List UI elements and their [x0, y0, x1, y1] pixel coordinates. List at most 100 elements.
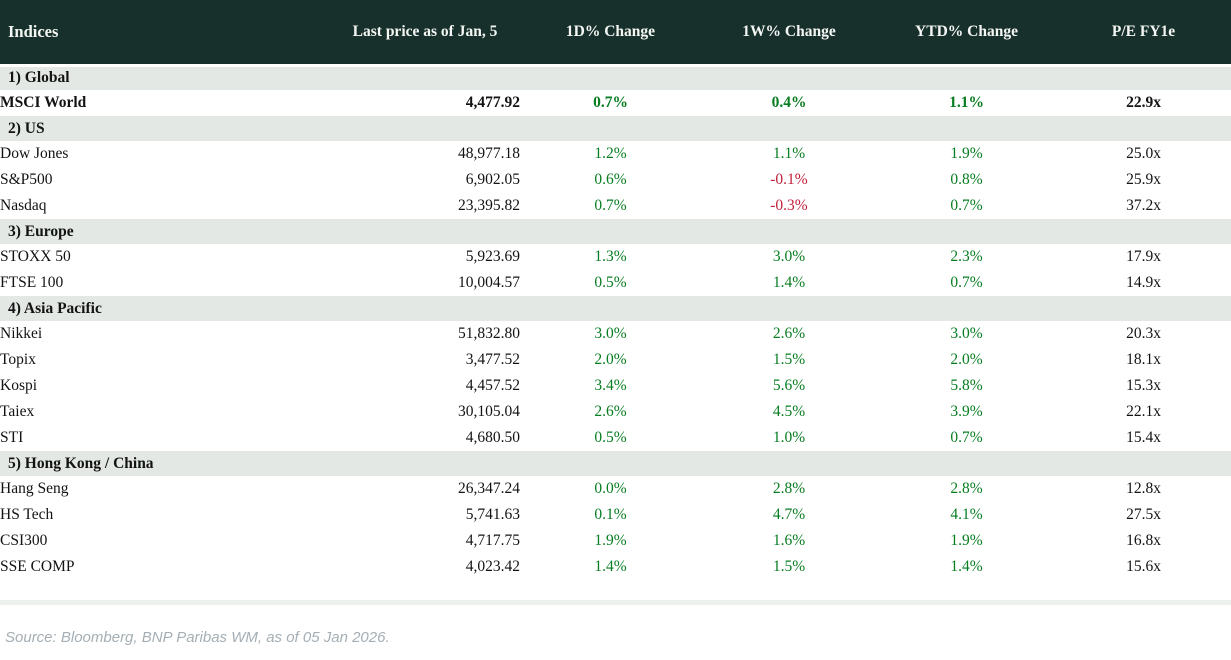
index-row: Nikkei 51,832.80 3.0% 2.6% 3.0% 20.3x [0, 321, 1231, 347]
1w-change: 4.5% [772, 403, 806, 420]
column-header-last-price: Last price as of Jan, 5 [330, 0, 520, 67]
index-row: Hang Seng 26,347.24 0.0% 2.8% 2.8% 12.8x [0, 476, 1231, 502]
1d-change: 2.6% [594, 403, 627, 420]
ytd-change: 1.9% [950, 532, 983, 549]
pe-ratio: 25.9x [1126, 171, 1161, 188]
last-price: 4,023.42 [465, 558, 520, 575]
column-header-indices: Indices [0, 0, 330, 67]
ytd-change: 0.7% [950, 429, 983, 446]
last-price: 51,832.80 [458, 325, 520, 342]
1w-change: 1.5% [772, 351, 806, 368]
1w-change: 1.5% [772, 558, 806, 575]
1w-change: 3.0% [772, 248, 806, 265]
1d-change: 1.2% [594, 145, 627, 162]
last-price: 4,477.92 [465, 94, 520, 111]
last-price: 4,680.50 [465, 429, 520, 446]
1d-change: 3.4% [594, 377, 627, 394]
index-name: Dow Jones [0, 145, 69, 162]
last-price: 3,477.52 [465, 351, 520, 368]
section-label: 2) US [0, 116, 1231, 141]
1d-change: 0.0% [594, 480, 627, 497]
1d-change: 1.3% [594, 248, 627, 265]
section-row: 2) US [0, 116, 1231, 141]
ytd-change: 1.4% [950, 558, 983, 575]
index-name: HS Tech [0, 506, 54, 523]
pe-ratio: 27.5x [1126, 506, 1161, 523]
column-header-ytd-change: YTD% Change [877, 0, 1056, 67]
pe-ratio: 20.3x [1126, 325, 1161, 342]
pe-ratio: 22.1x [1126, 403, 1161, 420]
index-row: HS Tech 5,741.63 0.1% 4.7% 4.1% 27.5x [0, 502, 1231, 528]
1d-change: 0.7% [594, 197, 627, 214]
pe-ratio: 15.4x [1126, 429, 1161, 446]
pe-ratio: 14.9x [1126, 274, 1161, 291]
index-name: CSI300 [0, 532, 48, 549]
index-name: Nasdaq [0, 197, 47, 214]
section-label: 1) Global [0, 65, 1231, 90]
1d-change: 0.5% [594, 274, 627, 291]
index-row: CSI300 4,717.75 1.9% 1.6% 1.9% 16.8x [0, 528, 1231, 554]
1w-change: 5.6% [772, 377, 806, 394]
1w-change: 1.4% [772, 274, 806, 291]
index-row: FTSE 100 10,004.57 0.5% 1.4% 0.7% 14.9x [0, 270, 1231, 296]
pe-ratio: 37.2x [1126, 197, 1161, 214]
column-header-1w-change: 1W% Change [701, 0, 877, 67]
ytd-change: 0.7% [950, 274, 983, 291]
ytd-change: 1.1% [949, 94, 984, 111]
section-row: 3) Europe [0, 219, 1231, 244]
ytd-change: 2.0% [950, 351, 983, 368]
column-header-1d-change: 1D% Change [520, 0, 701, 67]
index-name: Nikkei [0, 325, 43, 342]
last-price: 26,347.24 [458, 480, 520, 497]
last-price: 6,902.05 [465, 171, 520, 188]
section-row: 5) Hong Kong / China [0, 451, 1231, 476]
section-row: 1) Global [0, 65, 1231, 90]
1w-change: 0.4% [771, 94, 807, 111]
1w-change: 2.6% [772, 325, 806, 342]
1w-change: 1.1% [772, 145, 806, 162]
ytd-change: 2.3% [950, 248, 983, 265]
1w-change: 4.7% [772, 506, 806, 523]
last-price: 4,717.75 [465, 532, 520, 549]
section-label: 5) Hong Kong / China [0, 451, 1231, 476]
1w-change: 2.8% [772, 480, 806, 497]
1d-change: 1.9% [594, 532, 627, 549]
1d-change: 1.4% [594, 558, 627, 575]
source-note: Source: Bloomberg, BNP Paribas WM, as of… [5, 629, 390, 646]
1w-change: -0.3% [770, 197, 808, 214]
ytd-change: 0.8% [950, 171, 983, 188]
last-price: 30,105.04 [458, 403, 520, 420]
index-row: STI 4,680.50 0.5% 1.0% 0.7% 15.4x [0, 425, 1231, 451]
pe-ratio: 15.6x [1126, 558, 1161, 575]
table-body: 1) Global MSCI World 4,477.92 0.7% 0.4% 1.1% 2… [0, 65, 1231, 580]
ytd-change: 1.9% [950, 145, 983, 162]
1w-change: -0.1% [770, 171, 808, 188]
last-price: 5,741.63 [465, 506, 520, 523]
index-row: S&P500 6,902.05 0.6% -0.1% 0.8% 25.9x [0, 167, 1231, 193]
pe-ratio: 22.9x [1126, 94, 1161, 111]
indices-table: Indices Last price as of Jan, 5 1D% Chan… [0, 0, 1231, 580]
column-header-pe-fy1e: P/E FY1e [1056, 0, 1231, 67]
header-row: Indices Last price as of Jan, 5 1D% Chan… [0, 0, 1231, 67]
indices-table-page: Indices Last price as of Jan, 5 1D% Chan… [0, 0, 1231, 646]
1d-change: 0.5% [594, 429, 627, 446]
index-name: Hang Seng [0, 480, 69, 497]
index-name: SSE COMP [0, 558, 75, 575]
index-row: SSE COMP 4,023.42 1.4% 1.5% 1.4% 15.6x [0, 554, 1231, 580]
last-price: 4,457.52 [465, 377, 520, 394]
1d-change: 2.0% [594, 351, 627, 368]
section-label: 4) Asia Pacific [0, 296, 1231, 321]
index-name: STI [0, 429, 24, 446]
index-row: Topix 3,477.52 2.0% 1.5% 2.0% 18.1x [0, 347, 1231, 373]
table-header: Indices Last price as of Jan, 5 1D% Chan… [0, 0, 1231, 67]
index-row: Taiex 30,105.04 2.6% 4.5% 3.9% 22.1x [0, 399, 1231, 425]
last-price: 48,977.18 [458, 145, 520, 162]
pe-ratio: 16.8x [1126, 532, 1161, 549]
pe-ratio: 15.3x [1126, 377, 1161, 394]
index-row: MSCI World 4,477.92 0.7% 0.4% 1.1% 22.9x [0, 90, 1231, 116]
index-name: Taiex [0, 403, 35, 420]
1d-change: 0.1% [594, 506, 627, 523]
index-row: Nasdaq 23,395.82 0.7% -0.3% 0.7% 37.2x [0, 193, 1231, 219]
ytd-change: 2.8% [950, 480, 983, 497]
1w-change: 1.6% [772, 532, 806, 549]
